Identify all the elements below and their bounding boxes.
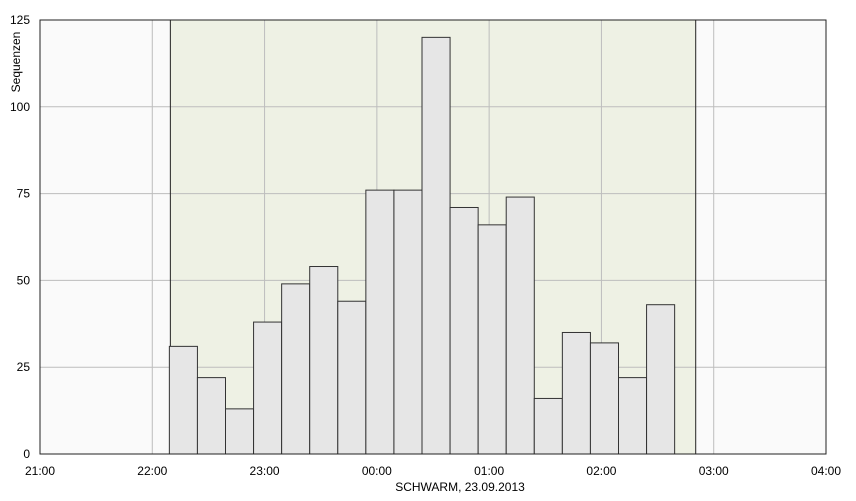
- x-tick-label: 22:00: [137, 464, 167, 478]
- histogram-bar: [477, 224, 507, 455]
- histogram-bar: [505, 196, 535, 455]
- histogram-bar: [281, 283, 311, 455]
- histogram-bar: [196, 377, 227, 455]
- y-tick-label: 50: [17, 273, 31, 287]
- y-tick-label: 125: [10, 13, 30, 27]
- histogram-bar: [533, 397, 563, 455]
- histogram-bar: [168, 345, 198, 455]
- y-axis-label: Sequenzen: [9, 32, 23, 93]
- histogram-bar: [393, 189, 423, 455]
- bars-layer: [168, 36, 676, 455]
- histogram-bar: [337, 300, 367, 455]
- y-tick-label: 75: [17, 187, 31, 201]
- x-tick-labels: 21:00 22:00 23:00 00:00 01:00 02:00 03:00 04:00: [25, 464, 841, 478]
- x-tick-label: 04:00: [811, 464, 841, 478]
- x-tick-label: 23:00: [250, 464, 280, 478]
- histogram-bar: [449, 206, 479, 455]
- y-tick-label: 0: [23, 447, 30, 461]
- x-tick-label: 03:00: [699, 464, 729, 478]
- x-tick-label: 01:00: [474, 464, 504, 478]
- y-tick-label: 25: [17, 360, 31, 374]
- histogram-bar: [589, 342, 620, 455]
- histogram-bar: [253, 321, 283, 455]
- x-tick-label: 02:00: [586, 464, 616, 478]
- histogram-bar: [365, 189, 395, 455]
- y-tick-labels: 0 25 50 75 100 125: [10, 13, 30, 461]
- histogram-bar: [309, 266, 339, 455]
- histogram-bar: [225, 408, 255, 455]
- y-tick-label: 100: [10, 100, 30, 114]
- x-tick-label: 00:00: [362, 464, 392, 478]
- histogram-bar: [618, 377, 648, 455]
- histogram-bar: [646, 304, 676, 455]
- histogram-bar: [421, 36, 451, 455]
- histogram-bar: [561, 331, 591, 455]
- x-axis-label: SCHWARM, 23.09.2013: [395, 480, 525, 494]
- x-tick-label: 21:00: [25, 464, 55, 478]
- plot-frame: [39, 19, 827, 455]
